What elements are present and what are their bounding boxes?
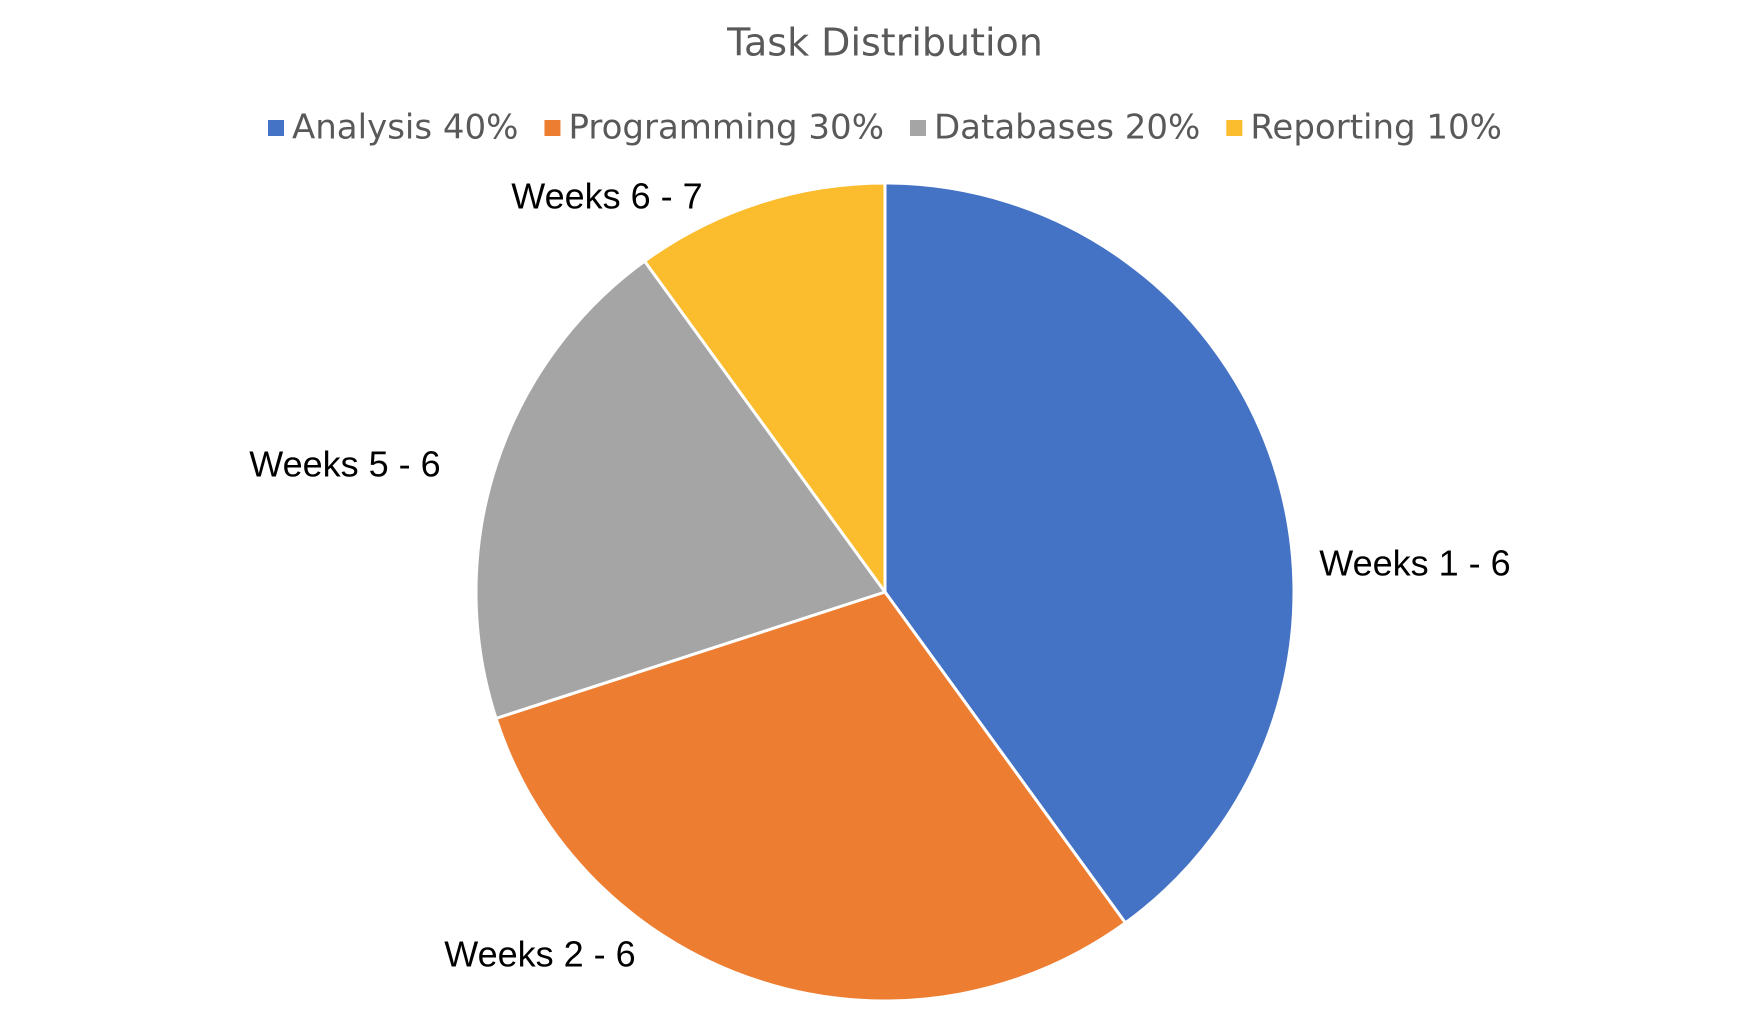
legend-swatch [544, 120, 561, 136]
legend-label: Databases 20% [934, 108, 1200, 148]
data-label: Weeks 6 - 7 [511, 176, 702, 217]
chart-title: Task Distribution [726, 21, 1043, 65]
legend-label: Analysis 40% [292, 108, 518, 148]
pie-slice [474, 259, 888, 721]
data-label: Weeks 1 - 6 [1319, 543, 1510, 584]
legend-label: Programming 30% [568, 108, 884, 148]
legend-swatch [910, 120, 926, 136]
pie-slice [494, 590, 1128, 1003]
pie-slice [642, 181, 887, 597]
legend-swatch [1226, 120, 1243, 136]
data-label: Weeks 5 - 6 [249, 444, 440, 485]
data-label: Weeks 2 - 6 [444, 934, 635, 975]
pie-slice [883, 181, 1296, 925]
legend-label: Reporting 10% [1250, 108, 1502, 148]
legend: Analysis 40% Programming 30% Databases 20%… [268, 108, 1502, 148]
legend-swatch [268, 120, 284, 136]
